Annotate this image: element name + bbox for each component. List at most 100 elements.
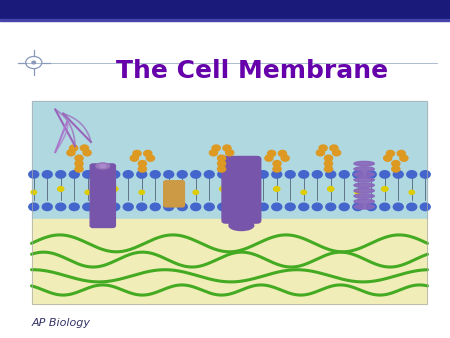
Circle shape: [387, 150, 395, 156]
Circle shape: [56, 171, 66, 178]
Circle shape: [69, 171, 79, 178]
Circle shape: [319, 145, 327, 151]
Circle shape: [400, 155, 408, 161]
Circle shape: [85, 190, 90, 194]
Circle shape: [209, 150, 217, 156]
Circle shape: [366, 171, 376, 178]
Circle shape: [324, 166, 333, 172]
Circle shape: [138, 161, 146, 167]
Ellipse shape: [354, 161, 374, 166]
Ellipse shape: [354, 178, 374, 182]
Ellipse shape: [354, 167, 374, 171]
Circle shape: [312, 203, 322, 211]
Circle shape: [324, 161, 333, 167]
Circle shape: [70, 145, 78, 151]
Circle shape: [245, 203, 255, 211]
Circle shape: [353, 171, 363, 178]
Circle shape: [279, 150, 287, 156]
Circle shape: [353, 203, 363, 211]
Circle shape: [220, 187, 226, 191]
Text: AP Biology: AP Biology: [32, 318, 90, 328]
Circle shape: [56, 203, 66, 211]
Circle shape: [123, 203, 133, 211]
Circle shape: [407, 171, 417, 178]
Circle shape: [299, 203, 309, 211]
Circle shape: [96, 203, 106, 211]
Circle shape: [393, 171, 403, 178]
Circle shape: [265, 155, 273, 161]
Circle shape: [274, 187, 280, 191]
Circle shape: [83, 150, 91, 156]
Circle shape: [231, 171, 241, 178]
Circle shape: [218, 171, 228, 178]
Circle shape: [138, 166, 146, 172]
Circle shape: [133, 150, 141, 156]
Circle shape: [312, 171, 322, 178]
Circle shape: [177, 203, 187, 211]
Circle shape: [150, 171, 160, 178]
Ellipse shape: [354, 189, 374, 193]
Bar: [32, 101, 427, 304]
Circle shape: [392, 166, 400, 172]
Circle shape: [191, 171, 201, 178]
Circle shape: [420, 203, 430, 211]
FancyBboxPatch shape: [222, 156, 261, 223]
Circle shape: [273, 161, 281, 167]
Ellipse shape: [229, 220, 254, 231]
Circle shape: [29, 203, 39, 211]
Circle shape: [380, 203, 390, 211]
Circle shape: [139, 190, 144, 194]
Circle shape: [112, 187, 118, 191]
Circle shape: [281, 155, 289, 161]
Circle shape: [217, 161, 225, 167]
Circle shape: [146, 155, 154, 161]
Circle shape: [299, 171, 309, 178]
Bar: [0, 0, 450, 19]
Circle shape: [137, 171, 147, 178]
Circle shape: [83, 171, 93, 178]
Circle shape: [144, 150, 152, 156]
Circle shape: [69, 203, 79, 211]
Circle shape: [193, 190, 198, 194]
Circle shape: [258, 203, 268, 211]
Circle shape: [326, 203, 336, 211]
Circle shape: [123, 171, 133, 178]
Circle shape: [409, 190, 414, 194]
Circle shape: [326, 171, 336, 178]
Circle shape: [217, 166, 225, 172]
Circle shape: [285, 203, 295, 211]
Circle shape: [382, 187, 388, 191]
Circle shape: [392, 161, 400, 167]
Circle shape: [110, 203, 120, 211]
Circle shape: [32, 61, 36, 64]
Circle shape: [204, 203, 214, 211]
Circle shape: [75, 155, 83, 161]
Circle shape: [272, 171, 282, 178]
Circle shape: [285, 171, 295, 178]
Ellipse shape: [354, 199, 374, 203]
FancyBboxPatch shape: [90, 164, 115, 227]
Ellipse shape: [96, 163, 109, 169]
Circle shape: [339, 203, 349, 211]
Circle shape: [366, 203, 376, 211]
Ellipse shape: [354, 194, 374, 198]
Circle shape: [212, 145, 220, 151]
Circle shape: [316, 150, 324, 156]
Circle shape: [339, 171, 349, 178]
FancyBboxPatch shape: [164, 181, 184, 207]
Ellipse shape: [99, 165, 106, 167]
Circle shape: [164, 171, 174, 178]
Bar: [0, 19, 450, 21]
Circle shape: [31, 190, 36, 194]
Circle shape: [330, 145, 338, 151]
Circle shape: [225, 150, 234, 156]
Circle shape: [384, 155, 392, 161]
Circle shape: [96, 171, 106, 178]
Circle shape: [380, 171, 390, 178]
Circle shape: [166, 187, 172, 191]
Circle shape: [164, 203, 174, 211]
Circle shape: [150, 203, 160, 211]
Bar: [32, 101, 427, 219]
Circle shape: [272, 203, 282, 211]
Circle shape: [204, 171, 214, 178]
